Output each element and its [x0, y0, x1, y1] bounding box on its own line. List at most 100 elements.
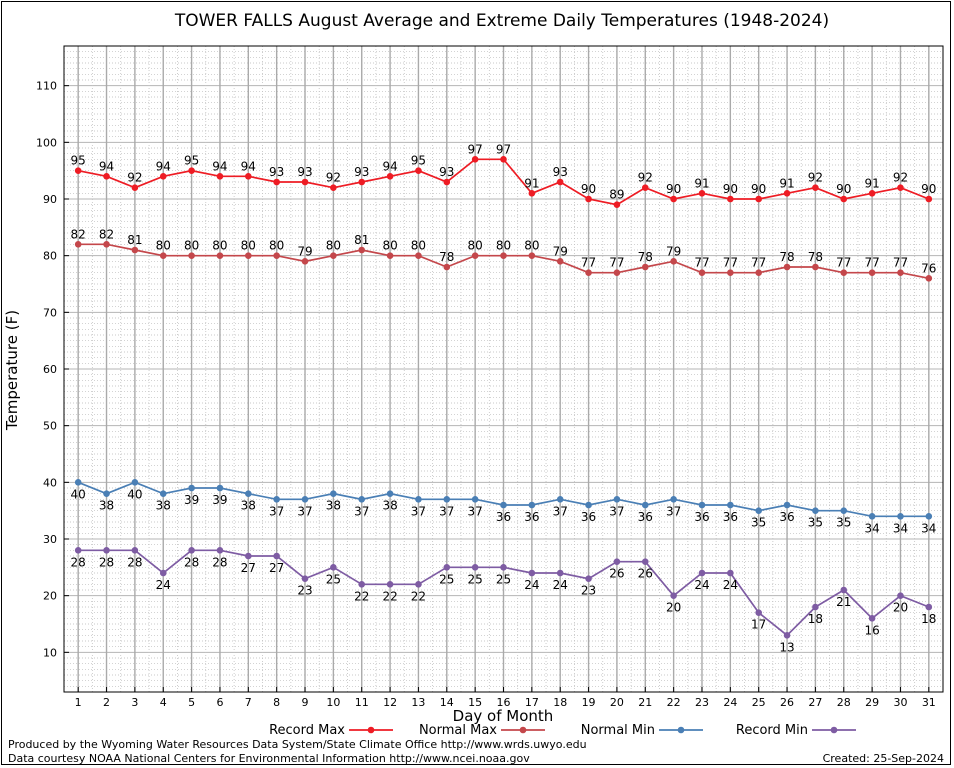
data-label: 21	[836, 595, 851, 609]
data-point	[812, 263, 819, 271]
data-point	[613, 558, 621, 565]
data-label: 77	[581, 256, 596, 270]
data-point	[755, 609, 762, 616]
legend-item: Record Max	[269, 723, 393, 738]
data-point	[727, 269, 734, 276]
x-tick-label: 12	[383, 696, 397, 709]
data-point	[556, 569, 564, 577]
data-label: 37	[439, 504, 454, 518]
data-point	[868, 615, 876, 622]
data-point	[641, 501, 649, 509]
data-label: 38	[241, 499, 256, 513]
x-tick-label: 18	[553, 696, 567, 709]
x-tick-label: 24	[723, 696, 737, 709]
data-point	[670, 195, 677, 203]
data-label: 22	[354, 589, 369, 603]
data-point	[500, 156, 507, 163]
x-tick-label: 16	[497, 696, 511, 709]
data-point	[925, 195, 933, 203]
data-label: 18	[921, 612, 936, 626]
x-tick-label: 19	[582, 696, 596, 709]
data-label: 91	[524, 176, 539, 190]
data-label: 80	[184, 239, 199, 253]
x-tick-label: 2	[103, 696, 110, 709]
data-point	[443, 263, 451, 271]
data-label: 77	[751, 256, 766, 270]
data-point	[358, 246, 366, 254]
data-point	[415, 496, 422, 503]
data-point	[386, 581, 394, 588]
data-point	[330, 490, 337, 497]
data-label: 93	[297, 165, 312, 179]
x-tick-label: 31	[922, 696, 936, 709]
data-label: 35	[808, 516, 823, 530]
data-label: 77	[723, 256, 738, 270]
data-point	[528, 501, 536, 509]
data-label: 77	[836, 256, 851, 270]
data-point	[783, 501, 791, 509]
data-label: 37	[269, 504, 284, 518]
data-label: 80	[468, 239, 483, 253]
y-tick-label: 20	[43, 590, 57, 603]
data-point	[783, 190, 791, 197]
data-point	[727, 501, 734, 509]
legend-item: Normal Min	[581, 723, 703, 738]
data-label: 40	[127, 487, 142, 501]
data-point	[471, 564, 479, 571]
data-point	[727, 195, 734, 203]
legend-label: Record Max	[269, 723, 345, 738]
y-axis-label: Temperature (F)	[3, 310, 21, 431]
legend-item: Normal Max	[419, 723, 545, 738]
x-tick-label: 14	[440, 696, 454, 709]
data-point	[500, 252, 507, 259]
x-tick-label: 6	[216, 696, 223, 709]
data-label: 77	[694, 256, 709, 270]
data-point	[925, 513, 933, 520]
data-point	[528, 569, 536, 577]
data-label: 91	[694, 176, 709, 190]
data-point	[727, 569, 734, 577]
data-label: 92	[638, 171, 653, 185]
data-point	[556, 258, 564, 265]
data-point	[415, 167, 422, 174]
x-tick-label: 29	[865, 696, 879, 709]
data-point	[245, 490, 252, 497]
x-tick-label: 25	[752, 696, 766, 709]
data-label: 22	[411, 589, 426, 603]
data-label: 34	[893, 521, 908, 535]
x-tick-label: 28	[837, 696, 851, 709]
data-label: 37	[553, 504, 568, 518]
data-point	[812, 184, 819, 191]
data-point	[386, 173, 394, 180]
data-point	[358, 496, 366, 503]
data-point	[897, 513, 904, 520]
data-point	[245, 252, 252, 259]
x-tick-label: 8	[273, 696, 280, 709]
y-tick-label: 40	[43, 476, 57, 489]
y-tick-label: 100	[36, 136, 57, 149]
data-label: 80	[326, 239, 341, 253]
data-point	[528, 252, 536, 259]
data-label: 27	[269, 561, 284, 575]
data-point	[330, 184, 337, 191]
data-label: 38	[382, 499, 397, 513]
data-label: 28	[212, 555, 227, 569]
data-point	[897, 592, 904, 599]
data-label: 90	[836, 182, 851, 196]
data-label: 80	[269, 239, 284, 253]
data-label: 94	[241, 159, 256, 173]
data-point	[840, 195, 848, 203]
data-point	[245, 173, 252, 180]
legend-marker	[830, 726, 838, 734]
data-point	[840, 269, 848, 276]
data-label: 78	[638, 250, 653, 264]
x-tick-label: 23	[695, 696, 709, 709]
data-point	[159, 252, 167, 259]
data-label: 92	[808, 171, 823, 185]
x-tick-label: 4	[160, 696, 167, 709]
data-label: 81	[127, 233, 142, 247]
data-label: 23	[581, 584, 596, 598]
data-label: 90	[751, 182, 766, 196]
